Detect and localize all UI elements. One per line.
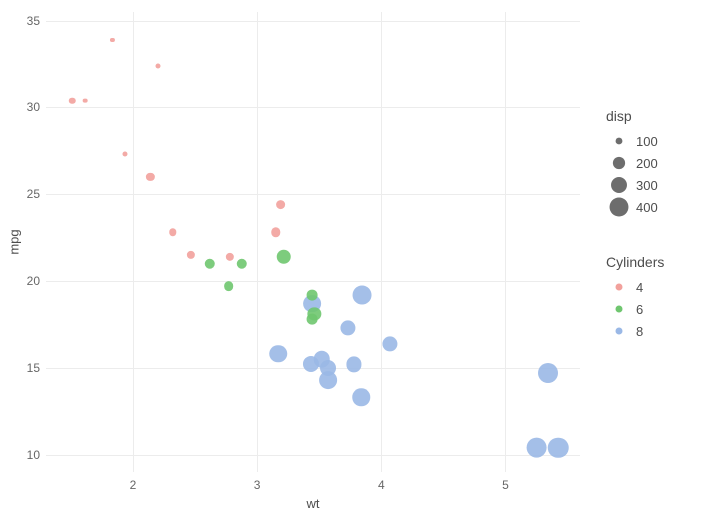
data-point (526, 437, 547, 458)
legend-color-item: 4 (606, 276, 664, 298)
legend-size-label: 200 (632, 156, 658, 171)
data-point (306, 314, 317, 325)
legend-color-label: 6 (632, 302, 643, 317)
data-point (382, 336, 397, 351)
gridline-v (381, 12, 382, 472)
legend-color: Cylinders 4 6 8 (606, 254, 664, 342)
data-point (83, 98, 88, 103)
legend-size-item: 300 (606, 174, 658, 196)
legend-color-swatch (606, 287, 632, 288)
data-point (340, 320, 355, 335)
legend-color-item: 8 (606, 320, 664, 342)
legend-color-label: 4 (632, 280, 643, 295)
legend-color-swatch (606, 331, 632, 332)
data-point (346, 357, 361, 372)
legend-color-item: 6 (606, 298, 664, 320)
gridline-v (505, 12, 506, 472)
y-tick-label: 15 (27, 361, 40, 375)
legend-size-swatch (606, 141, 632, 142)
data-point (110, 38, 114, 42)
data-point (548, 437, 569, 458)
y-tick-label: 10 (27, 448, 40, 462)
y-tick-label: 20 (27, 274, 40, 288)
x-tick-label: 3 (254, 478, 261, 492)
legend-size: disp 100 200 300 400 (606, 108, 658, 218)
gridline-h (46, 281, 580, 282)
gridline-h (46, 107, 580, 108)
legend-size-title: disp (606, 108, 658, 124)
y-tick-label: 30 (27, 100, 40, 114)
data-point (205, 258, 215, 268)
data-point (69, 97, 75, 103)
data-point (320, 360, 336, 376)
x-tick-label: 5 (502, 478, 509, 492)
legend-size-swatch (606, 185, 632, 186)
data-point (187, 251, 195, 259)
legend-size-swatch (606, 207, 632, 208)
x-axis-title: wt (307, 496, 320, 511)
data-point (538, 363, 558, 383)
legend-size-item: 100 (606, 130, 658, 152)
y-tick-label: 35 (27, 14, 40, 28)
scatter-chart: mpg wt disp 100 200 300 400 Cylinders 4 6 8 2… (0, 0, 720, 514)
gridline-v (257, 12, 258, 472)
data-point (122, 152, 127, 157)
plot-area (46, 12, 580, 472)
legend-color-label: 8 (632, 324, 643, 339)
legend-size-swatch (606, 163, 632, 164)
data-point (303, 356, 319, 372)
data-point (277, 249, 292, 264)
gridline-h (46, 194, 580, 195)
x-tick-label: 4 (378, 478, 385, 492)
data-point (224, 281, 234, 291)
y-tick-label: 25 (27, 187, 40, 201)
legend-size-label: 300 (632, 178, 658, 193)
data-point (269, 345, 287, 363)
data-point (236, 258, 246, 268)
data-point (353, 389, 370, 406)
data-point (155, 63, 160, 68)
data-point (146, 173, 154, 181)
gridline-h (46, 21, 580, 22)
legend-size-item: 400 (606, 196, 658, 218)
legend-size-item: 200 (606, 152, 658, 174)
data-point (306, 290, 317, 301)
data-point (276, 200, 286, 210)
legend-size-label: 100 (632, 134, 658, 149)
gridline-v (133, 12, 134, 472)
data-point (271, 228, 280, 237)
y-axis-title: mpg (7, 229, 22, 254)
legend-color-swatch (606, 309, 632, 310)
data-point (226, 253, 234, 261)
data-point (353, 285, 372, 304)
gridline-h (46, 455, 580, 456)
data-point (169, 229, 176, 236)
legend-color-title: Cylinders (606, 254, 664, 270)
legend-size-label: 400 (632, 200, 658, 215)
x-tick-label: 2 (130, 478, 137, 492)
